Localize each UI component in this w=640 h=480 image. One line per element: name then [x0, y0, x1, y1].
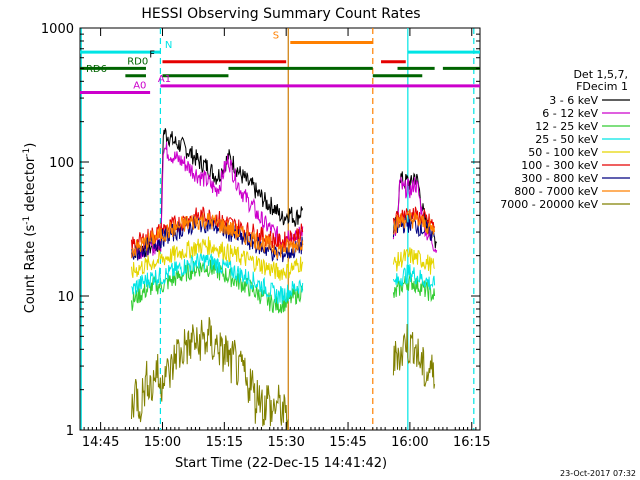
series-line-50-100-kev-seg1	[131, 236, 304, 281]
y-label-main: Count Rate (s	[23, 225, 38, 314]
x-tick-label: 15:30	[267, 435, 304, 450]
y-label-sup2: -1	[22, 148, 32, 157]
series-line-25-50-kev-seg1	[131, 251, 304, 305]
y-label-mid: detector	[23, 156, 38, 216]
legend-label-7000-20000-kev: 7000 - 20000 keV	[500, 198, 598, 211]
x-tick-label: 16:15	[453, 435, 490, 450]
y-tick-label: 100	[49, 156, 74, 171]
legend-label-6-12-kev: 6 - 12 keV	[542, 107, 598, 120]
series-line-800-7000-kev-seg2	[392, 209, 436, 235]
y-tick-label: 1	[66, 424, 74, 439]
flag-label-a0: A0	[133, 81, 146, 92]
series-line-3-6-kev-seg1	[131, 128, 304, 259]
legend-label-12-25-kev: 12 - 25 keV	[535, 120, 598, 133]
x-tick-label: 15:00	[144, 435, 181, 450]
y-tick-label: 10	[57, 290, 74, 305]
series-line-25-50-kev-seg2	[392, 264, 436, 290]
x-tick-label: 16:00	[391, 435, 428, 450]
legend-header-line-2: FDecim 1	[576, 80, 628, 93]
flag-label-f: F	[149, 50, 155, 61]
footer-timestamp: 23-Oct-2017 07:32	[560, 469, 636, 478]
legend-label-50-100-kev: 50 - 100 keV	[528, 146, 598, 159]
legend-label-3-6-kev: 3 - 6 keV	[549, 94, 598, 107]
series-line-6-12-kev-seg2	[392, 175, 438, 253]
legend-label-800-7000-kev: 800 - 7000 keV	[514, 185, 598, 198]
flag-label-rd0: RD0	[127, 56, 148, 67]
plot-border	[79, 27, 481, 431]
x-tick-label: 15:45	[329, 435, 366, 450]
series-line-7000-20000-kev-seg1	[131, 317, 289, 431]
flag-label-s: S	[273, 30, 279, 41]
series-line-12-25-kev-seg2	[392, 272, 436, 303]
series-line-100-300-kev-seg2	[392, 206, 436, 229]
legend-header-line-1: Det 1,5,7,	[573, 68, 628, 81]
flag-label-a1: A1	[158, 74, 171, 85]
x-axis-ticks: 14:45 15:00 15:15 15:30 15:45 16:00 16:15	[82, 28, 490, 450]
plot-area	[79, 27, 481, 431]
y-label-sup1: -1	[22, 216, 32, 225]
series-line-6-12-kev-seg1	[131, 141, 304, 260]
y-label-end: )	[23, 143, 38, 148]
series-line-7000-20000-kev-seg2	[392, 323, 436, 389]
chart-title: HESSI Observing Summary Count Rates	[141, 6, 420, 22]
flag-label-n: N	[165, 40, 172, 51]
series-line-50-100-kev-seg2	[392, 247, 435, 275]
x-axis-label: Start Time (22-Dec-15 14:41:42)	[175, 456, 387, 471]
flag-label-rd6: RD6	[86, 64, 107, 75]
y-axis-label: Count Rate (s-1 detector-1)	[22, 143, 38, 314]
series-lines	[131, 128, 438, 431]
series-line-800-7000-kev-seg1	[131, 213, 304, 260]
x-tick-label: 15:15	[206, 435, 243, 450]
legend-label-300-800-kev: 300 - 800 keV	[521, 172, 598, 185]
legend-label-100-300-kev: 100 - 300 keV	[521, 159, 598, 172]
legend-label-25-50-kev: 25 - 50 keV	[535, 133, 598, 146]
x-tick-label: 14:45	[82, 435, 119, 450]
y-tick-label: 1000	[41, 22, 74, 37]
y-axis-ticks: 1 10 100 1000	[41, 22, 480, 439]
